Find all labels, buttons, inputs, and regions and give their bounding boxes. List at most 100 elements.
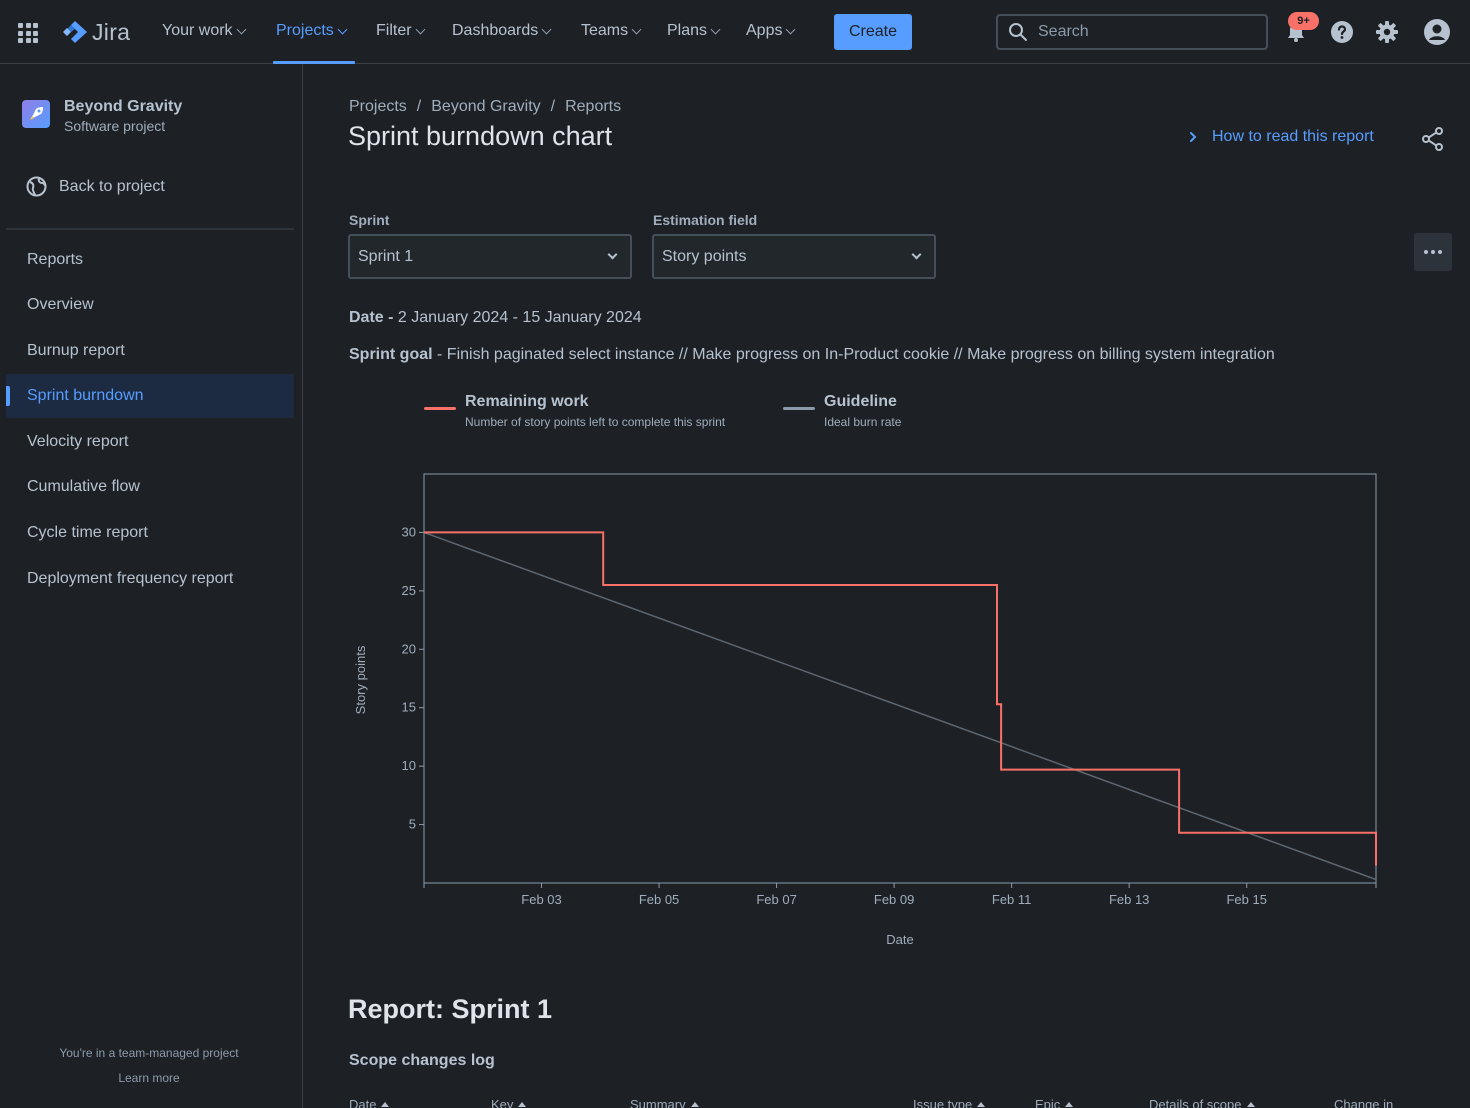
rocket-icon	[30, 107, 43, 120]
sort-up-icon	[381, 1102, 390, 1107]
app-switcher-icon[interactable]	[18, 23, 38, 43]
how-to-read-link[interactable]: How to read this report	[1188, 128, 1374, 146]
search-icon	[1009, 23, 1027, 41]
legend-remaining-swatch	[424, 407, 456, 410]
column-header-epic-label: Epic	[1035, 1097, 1061, 1108]
help-button[interactable]	[1328, 18, 1356, 46]
search-input[interactable]	[1038, 23, 1238, 41]
column-header-summary[interactable]: Summary	[630, 1097, 699, 1108]
nav-teams[interactable]: Teams	[581, 22, 642, 40]
legend-remaining-subtitle: Number of story points left to complete …	[465, 415, 726, 429]
chevron-down-icon	[710, 24, 721, 34]
nav-filter[interactable]: Filter	[376, 22, 426, 40]
plot-frame	[423, 473, 1377, 884]
create-button[interactable]: Create	[834, 14, 912, 50]
nav-dashboards-label: Dashboards	[452, 22, 539, 39]
x-tick-label: Feb 13	[1109, 892, 1149, 907]
date-label: Date -	[349, 309, 394, 326]
gear-icon	[1376, 21, 1398, 43]
column-header-epic[interactable]: Epic	[1035, 1097, 1074, 1108]
chevron-down-icon	[786, 24, 796, 34]
jira-logo-icon	[63, 21, 87, 43]
x-tick-label: Feb 03	[521, 892, 561, 907]
nav-plans-label: Plans	[667, 22, 708, 39]
nav-apps[interactable]: Apps	[746, 22, 796, 40]
learn-more-link[interactable]: Learn more	[118, 1071, 180, 1085]
sidebar-item-overview[interactable]: Overview	[27, 296, 94, 313]
sort-up-icon	[1065, 1102, 1074, 1107]
y-tick-label: 5	[409, 817, 416, 832]
legend-guideline-subtitle: Ideal burn rate	[824, 415, 902, 429]
nav-filter-label: Filter	[376, 22, 412, 39]
project-name[interactable]: Beyond Gravity	[64, 98, 183, 115]
sidebar-item-cumulative-flow[interactable]: Cumulative flow	[27, 478, 140, 495]
report-title: Report: Sprint 1	[348, 994, 553, 1024]
breadcrumb-reports[interactable]: Reports	[565, 98, 622, 115]
chevron-down-icon	[236, 24, 247, 34]
y-tick-label: 25	[402, 583, 416, 598]
estimation-select-value: Story points	[662, 247, 747, 265]
notifications-badge: 9+	[1288, 12, 1319, 30]
nav-projects-label: Projects	[276, 22, 334, 39]
back-to-project-link[interactable]: Back to project	[26, 176, 165, 197]
remaining-work-series	[424, 531, 1377, 866]
sidebar-item-deployment-frequency-report[interactable]: Deployment frequency report	[27, 570, 234, 587]
y-tick-label: 15	[402, 700, 416, 715]
y-tick-label: 20	[402, 641, 416, 656]
chevron-down-icon	[607, 249, 618, 260]
x-tick-label: Feb 15	[1226, 892, 1266, 907]
column-header-issue-type[interactable]: Issue type	[913, 1097, 986, 1108]
top-navigation: Jira Your work Projects Filter Dashboard…	[0, 0, 1470, 64]
chevron-down-icon	[337, 24, 348, 34]
active-nav-indicator	[273, 61, 355, 64]
nav-projects[interactable]: Projects	[276, 22, 348, 40]
logo-text: Jira	[92, 18, 131, 45]
more-actions-button[interactable]	[1414, 233, 1452, 271]
team-managed-note: You're in a team-managed project	[59, 1046, 239, 1060]
breadcrumb: Projects / Beyond Gravity / Reports	[349, 98, 621, 116]
sidebar-item-burnup-report[interactable]: Burnup report	[27, 342, 125, 359]
legend-remaining-title: Remaining work	[465, 393, 589, 410]
column-header-change-in-label: Change in	[1334, 1097, 1394, 1108]
breadcrumb-project[interactable]: Beyond Gravity	[431, 98, 541, 115]
project-type: Software project	[64, 118, 166, 134]
project-avatar[interactable]	[22, 100, 50, 128]
y-tick-label: 10	[402, 758, 416, 773]
settings-button[interactable]	[1373, 18, 1401, 46]
search-field[interactable]	[996, 14, 1268, 50]
chevron-down-icon	[415, 24, 426, 34]
nav-your-work[interactable]: Your work	[162, 22, 247, 40]
estimation-field-select[interactable]: Story points	[652, 234, 936, 279]
sort-up-icon	[977, 1102, 986, 1107]
sprint-goal: Sprint goal - Finish paginated select in…	[349, 346, 1275, 364]
nav-dashboards[interactable]: Dashboards	[452, 22, 552, 40]
nav-teams-label: Teams	[581, 22, 629, 39]
legend-guideline-swatch	[783, 407, 815, 410]
x-tick-label: Feb 09	[874, 892, 914, 907]
share-icon[interactable]	[1420, 126, 1446, 152]
column-header-date[interactable]: Date	[349, 1097, 390, 1108]
breadcrumb-separator: /	[550, 98, 556, 115]
x-tick-label: Feb 11	[992, 892, 1032, 907]
sprint-select-value: Sprint 1	[358, 247, 414, 265]
more-dots-icon	[1424, 250, 1428, 254]
date-value: 2 January 2024 - 15 January 2024	[397, 309, 642, 326]
sprint-date: Date - 2 January 2024 - 15 January 2024	[349, 309, 642, 327]
profile-button[interactable]	[1423, 18, 1451, 46]
nav-apps-label: Apps	[746, 22, 783, 39]
jira-logo[interactable]: Jira	[62, 18, 130, 46]
x-tick-label: Feb 07	[756, 892, 796, 907]
sidebar-item-cycle-time-report[interactable]: Cycle time report	[27, 524, 148, 541]
burndown-chart: 5 10 15 20 25 30 Feb 03 Feb 05 Feb 07 Feb 09 Feb 1…	[353, 473, 1377, 947]
nav-plans[interactable]: Plans	[667, 22, 721, 40]
breadcrumb-projects[interactable]: Projects	[349, 98, 407, 115]
column-header-details-of-scope[interactable]: Details of scope	[1149, 1097, 1255, 1108]
column-header-key[interactable]: Key	[491, 1097, 527, 1108]
sidebar-item-sprint-burndown[interactable]: Sprint burndown	[6, 374, 294, 418]
sidebar-item-velocity-report[interactable]: Velocity report	[27, 433, 129, 450]
guideline-series	[423, 531, 1377, 881]
sprint-select[interactable]: Sprint 1	[348, 234, 632, 279]
column-header-change-in[interactable]: Change in	[1334, 1097, 1393, 1108]
sidebar-item-reports[interactable]: Reports	[27, 251, 84, 268]
column-header-key-label: Key	[491, 1097, 514, 1108]
